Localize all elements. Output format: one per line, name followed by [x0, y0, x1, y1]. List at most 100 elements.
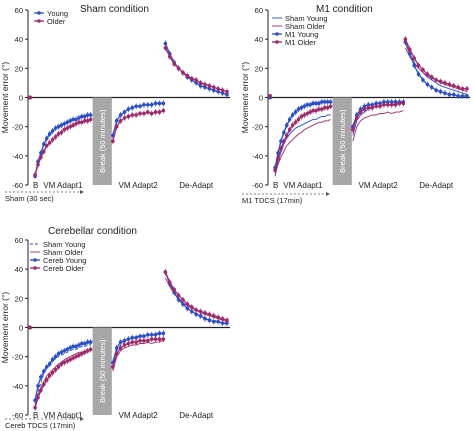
data-point: [198, 314, 203, 318]
legend-entry: Sham Young: [43, 240, 86, 249]
data-point: [189, 309, 194, 314]
data-point: [85, 340, 90, 344]
data-point: [172, 287, 176, 292]
legend-marker: [37, 11, 41, 15]
data-point: [36, 162, 40, 167]
data-point: [68, 357, 72, 362]
break-bar: [92, 327, 112, 415]
data-point: [366, 105, 371, 110]
data-point: [65, 347, 70, 352]
data-point: [416, 72, 421, 76]
legend-entry: M1 Young: [285, 30, 318, 39]
data-point: [161, 337, 166, 341]
legend-entry: M1 Older: [285, 38, 316, 47]
data-point: [296, 107, 301, 111]
series-3: [268, 39, 469, 171]
series-line: [164, 43, 228, 96]
data-point: [80, 341, 84, 346]
data-point: [142, 338, 146, 343]
data-point: [429, 85, 434, 90]
y-tick-label: 0: [259, 94, 263, 103]
data-point: [434, 88, 438, 93]
data-point: [59, 350, 64, 355]
data-point: [80, 114, 84, 119]
data-point: [146, 338, 150, 343]
panel-title: Sham condition: [80, 4, 149, 15]
y-axis-label: Movement error (°): [0, 62, 10, 134]
data-point: [50, 357, 55, 362]
data-point: [62, 127, 67, 132]
legend-marker: [33, 258, 37, 262]
data-point: [122, 338, 127, 343]
series-4: [28, 269, 229, 411]
stim-arrowhead: [80, 417, 84, 421]
stim-label: Sham (30 sec): [5, 194, 54, 203]
data-point: [88, 117, 93, 122]
legend-entry: Sham Older: [285, 22, 326, 31]
data-point: [189, 76, 194, 81]
data-point: [163, 46, 168, 50]
data-point: [311, 108, 315, 113]
data-point: [134, 113, 138, 117]
data-point: [82, 114, 87, 119]
data-point: [443, 81, 447, 85]
data-point: [311, 101, 315, 106]
data-point: [130, 105, 135, 110]
data-point: [59, 362, 64, 366]
data-point: [389, 102, 394, 107]
data-point: [374, 104, 378, 109]
data-point: [56, 132, 61, 136]
data-point: [451, 92, 456, 97]
data-point: [130, 113, 135, 117]
data-point: [354, 116, 359, 120]
data-point: [447, 82, 452, 87]
data-point: [181, 297, 185, 302]
break-label: Break (50 minutes): [98, 339, 107, 403]
data-point: [142, 334, 146, 339]
data-point: [293, 110, 298, 114]
data-point: [443, 91, 447, 95]
data-point: [211, 319, 216, 324]
y-axis-label: Movement error (°): [0, 292, 10, 364]
series-line: [274, 114, 331, 177]
legend-entry: Sham Older: [43, 248, 84, 257]
data-point: [33, 405, 37, 410]
data-point: [407, 51, 412, 56]
data-point: [207, 84, 212, 88]
data-point: [65, 120, 70, 125]
data-point: [33, 172, 37, 177]
data-point: [308, 102, 312, 107]
data-point: [122, 116, 127, 120]
data-point: [68, 119, 72, 123]
data-point: [305, 102, 310, 107]
data-point: [82, 341, 87, 346]
data-point: [322, 100, 327, 104]
series-1: [28, 40, 229, 180]
data-point: [421, 67, 425, 72]
data-point: [146, 110, 150, 114]
y-axis-label: Movement error (°): [240, 62, 250, 134]
series-2: [274, 47, 468, 175]
data-point: [172, 62, 176, 66]
data-point: [460, 86, 465, 91]
y-tick-label: 20: [15, 294, 23, 303]
data-point: [412, 56, 416, 60]
data-point: [194, 78, 198, 82]
data-point: [447, 92, 452, 97]
data-point: [284, 133, 289, 138]
data-point: [74, 117, 78, 122]
data-point: [111, 139, 115, 144]
data-point: [362, 107, 367, 111]
data-point: [225, 318, 229, 323]
data-point: [279, 139, 283, 144]
data-point: [421, 78, 425, 82]
data-point: [153, 337, 158, 341]
data-point: [39, 155, 43, 160]
data-point: [138, 334, 142, 339]
data-point: [317, 107, 321, 111]
data-point: [296, 117, 301, 122]
data-point: [44, 143, 49, 148]
data-point: [438, 79, 443, 84]
data-point: [220, 88, 225, 93]
phase-label-deadapt: De-Adapt: [419, 181, 454, 190]
